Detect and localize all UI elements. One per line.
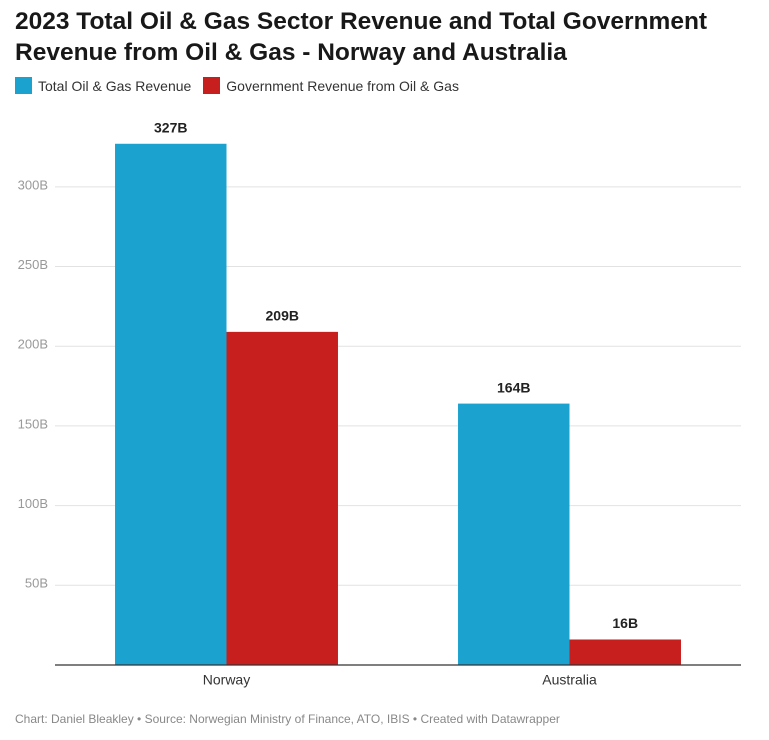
y-tick-label: 300B [18, 177, 48, 192]
value-label: 327B [154, 119, 187, 135]
legend-label: Government Revenue from Oil & Gas [226, 77, 459, 94]
bar [226, 331, 338, 665]
y-tick-label: 200B [18, 337, 48, 352]
legend: Total Oil & Gas Revenue Government Revenu… [15, 77, 459, 94]
value-label: 164B [497, 379, 530, 395]
legend-swatch [15, 77, 32, 94]
value-label: 209B [266, 308, 299, 324]
legend-item: Total Oil & Gas Revenue [15, 77, 191, 94]
y-tick-label: 50B [25, 576, 48, 591]
x-tick-label: Australia [542, 672, 597, 688]
x-tick-label: Norway [203, 672, 250, 688]
y-tick-label: 150B [18, 416, 48, 431]
bar [569, 639, 681, 665]
legend-swatch [203, 77, 221, 94]
chart-title: 2023 Total Oil & Gas Sector Revenue and … [15, 8, 708, 66]
source-note: Chart: Daniel Bleakley • Source: Norwegi… [15, 712, 560, 726]
legend-label: Total Oil & Gas Revenue [38, 77, 192, 94]
bar [458, 403, 570, 665]
legend-item: Government Revenue from Oil & Gas [203, 77, 459, 94]
value-label: 16B [612, 615, 638, 631]
y-tick-label: 100B [18, 496, 48, 511]
bar [115, 143, 227, 666]
y-tick-label: 250B [18, 257, 48, 272]
